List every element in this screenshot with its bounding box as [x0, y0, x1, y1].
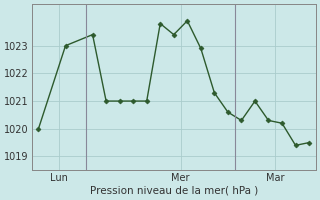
X-axis label: Pression niveau de la mer( hPa ): Pression niveau de la mer( hPa ) — [90, 186, 258, 196]
